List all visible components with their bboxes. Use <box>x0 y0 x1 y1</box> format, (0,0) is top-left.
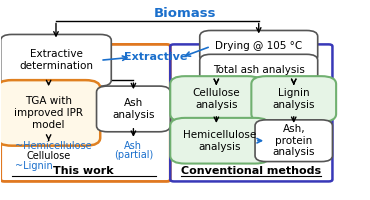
Text: Hemicellulose
analysis: Hemicellulose analysis <box>184 130 257 152</box>
FancyBboxPatch shape <box>97 86 170 132</box>
Text: Conventional methods: Conventional methods <box>181 166 322 176</box>
FancyBboxPatch shape <box>200 30 318 62</box>
Text: (partial): (partial) <box>114 150 153 160</box>
Text: Lignin
analysis: Lignin analysis <box>272 88 315 110</box>
FancyBboxPatch shape <box>170 118 270 164</box>
Text: Ash,
protein
analysis: Ash, protein analysis <box>272 124 315 157</box>
Text: Biomass: Biomass <box>154 7 216 20</box>
FancyBboxPatch shape <box>255 120 332 162</box>
Text: TGA with
improved IPR
model: TGA with improved IPR model <box>14 96 83 130</box>
FancyBboxPatch shape <box>0 80 100 146</box>
Text: Cellulose
analysis: Cellulose analysis <box>192 88 240 110</box>
FancyBboxPatch shape <box>170 76 262 122</box>
Text: Extractive: Extractive <box>124 52 187 62</box>
Text: Extractive
determination: Extractive determination <box>19 49 93 71</box>
FancyBboxPatch shape <box>251 76 336 122</box>
Text: Ash: Ash <box>124 141 142 151</box>
FancyBboxPatch shape <box>1 34 111 86</box>
Text: Total ash analysis: Total ash analysis <box>213 65 305 75</box>
Text: Drying @ 105 °C: Drying @ 105 °C <box>215 41 302 51</box>
Text: Cellulose: Cellulose <box>27 151 71 161</box>
Text: ~Hemicellulose: ~Hemicellulose <box>16 141 92 151</box>
Text: This work: This work <box>53 166 114 176</box>
Text: Ash
analysis: Ash analysis <box>112 98 155 120</box>
Text: ~Lignin: ~Lignin <box>16 161 53 171</box>
FancyBboxPatch shape <box>200 54 318 86</box>
